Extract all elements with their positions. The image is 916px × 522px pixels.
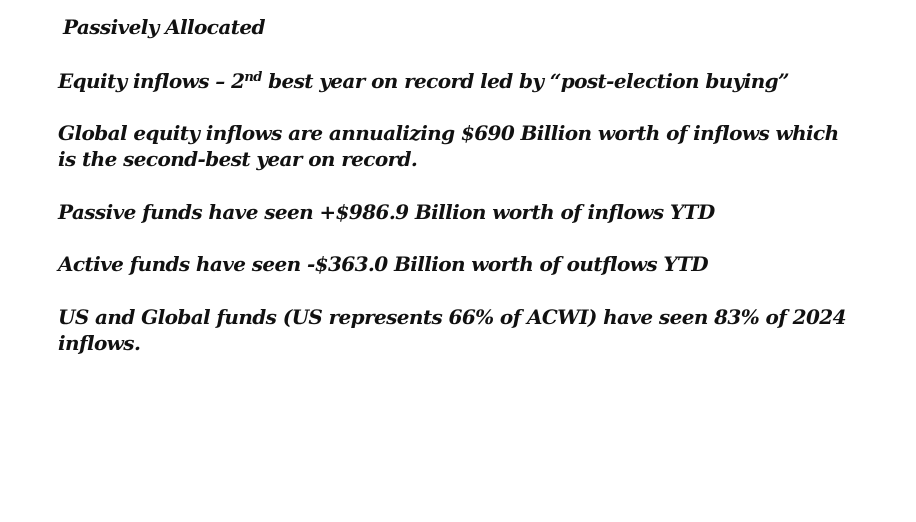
heading-text-start: Equity inflows – 2: [58, 69, 245, 93]
paragraph-global-inflows: Global equity inflows are annualizing $6…: [58, 121, 839, 171]
paragraph-active-funds: Active funds have seen -$363.0 Billion w…: [58, 252, 709, 276]
paragraph-us-global-funds: US and Global funds (US represents 66% o…: [58, 305, 846, 355]
heading-text-end: best year on record led by “post-electio…: [261, 69, 789, 93]
document-title: Passively Allocated: [63, 15, 265, 39]
ordinal-superscript: nd: [244, 70, 262, 85]
paragraph-passive-funds: Passive funds have seen +$986.9 Billion …: [58, 200, 715, 224]
equity-inflows-heading: Equity inflows – 2nd best year on record…: [58, 68, 858, 94]
